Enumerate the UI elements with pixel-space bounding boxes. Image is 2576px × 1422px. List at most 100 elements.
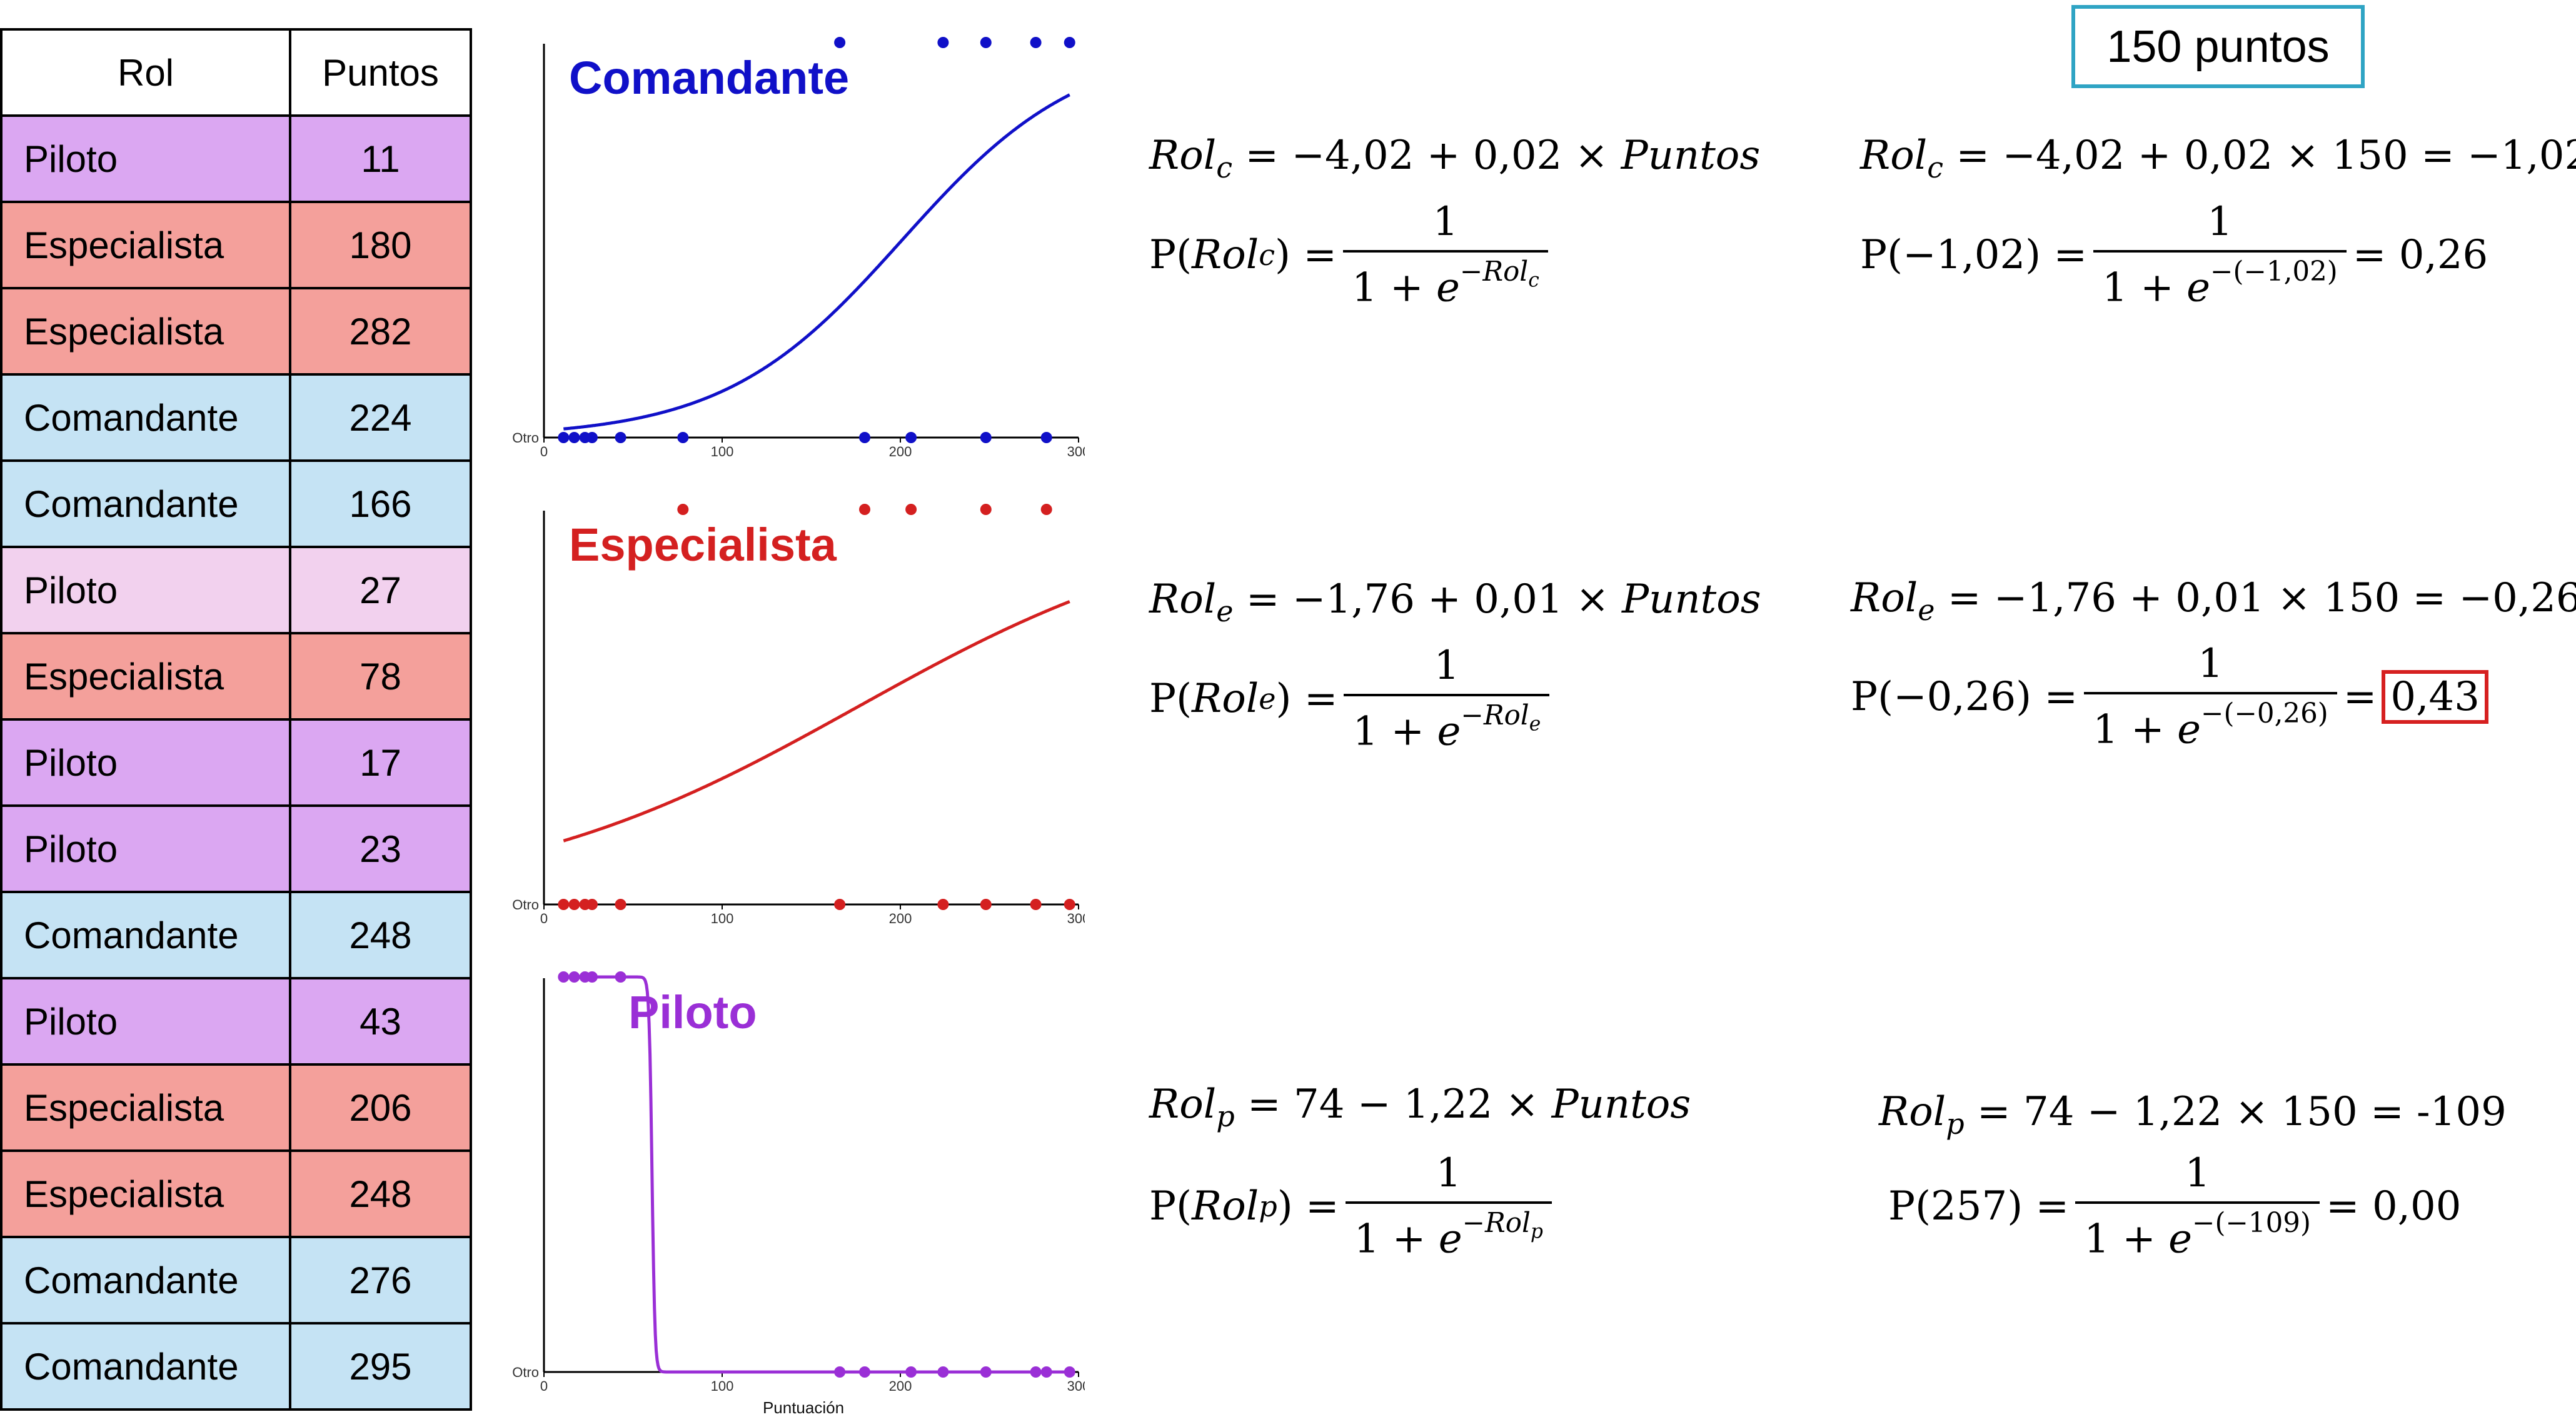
cell-puntos: 11 xyxy=(289,114,472,203)
table-row: Comandante 166 xyxy=(0,459,472,548)
data-point xyxy=(558,899,570,910)
cell-puntos: 206 xyxy=(289,1063,472,1152)
data-point xyxy=(615,971,626,983)
data-point xyxy=(568,432,580,443)
data-point xyxy=(1040,432,1052,443)
data-point xyxy=(615,899,626,910)
table-row: Especialista 206 xyxy=(0,1063,472,1152)
cell-rol: Especialista xyxy=(0,1063,291,1152)
table-row: Piloto 23 xyxy=(0,804,472,893)
table-row: Piloto 17 xyxy=(0,718,472,807)
table-row: Comandante 224 xyxy=(0,373,472,462)
calc-prob-comandante: P(−1,02) = 1 1 + e−(−1,02) = 0,26 xyxy=(1860,199,2488,311)
data-point xyxy=(1030,1366,1042,1378)
cell-rol: Comandante xyxy=(0,1322,291,1411)
model-equation-piloto: Rolp = 74 − 1,22 × Puntos xyxy=(1149,1081,1691,1133)
data-point xyxy=(586,432,598,443)
calc-prob-especialista: P(−0,26) = 1 1 + e−(−0,26) = 0,43 xyxy=(1851,641,2488,753)
x-tick-label: 0 xyxy=(540,444,548,459)
data-point xyxy=(558,432,570,443)
table-row: Piloto 11 xyxy=(0,114,472,203)
x-tick-label: 300 xyxy=(1067,1378,1085,1394)
cell-puntos: 248 xyxy=(289,891,472,979)
logistic-curve xyxy=(563,93,1070,431)
fraction: 1 1 + e−Rolp xyxy=(1345,1150,1552,1263)
data-point xyxy=(859,504,870,515)
table-row: Comandante 276 xyxy=(0,1236,472,1324)
cell-rol: Piloto xyxy=(0,114,291,203)
x-tick-label: 200 xyxy=(889,911,912,926)
calc-equation-especialista: Role = −1,76 + 0,01 × 150 = −0,26 xyxy=(1851,575,2576,627)
cell-puntos: 17 xyxy=(289,718,472,807)
cell-puntos: 282 xyxy=(289,287,472,376)
highlighted-result: 0,43 xyxy=(2382,669,2488,724)
model-equation-especialista: Role = −1,76 + 0,01 × Puntos xyxy=(1149,576,1761,628)
fraction: 1 1 + e−Rolc xyxy=(1342,199,1548,311)
data-point xyxy=(980,1366,992,1378)
prob-equation-especialista: P(Rol e) = 1 1 + e−Role xyxy=(1149,643,1556,755)
data-point xyxy=(834,37,846,48)
data-point xyxy=(859,432,870,443)
header-rol: Rol xyxy=(0,28,291,117)
data-point xyxy=(1064,899,1075,910)
cell-rol: Especialista xyxy=(0,632,291,721)
table-row: Comandante 295 xyxy=(0,1322,472,1411)
prob-equation-piloto: P(Rol p) = 1 1 + e−Rolp xyxy=(1149,1150,1558,1263)
cell-rol: Piloto xyxy=(0,546,291,634)
data-point xyxy=(937,37,949,48)
data-point xyxy=(677,432,689,443)
cell-rol: Especialista xyxy=(0,1149,291,1238)
x-axis-label: Puntuación xyxy=(763,1398,844,1417)
data-point xyxy=(1030,899,1042,910)
data-point xyxy=(558,971,570,983)
data-point xyxy=(1040,504,1052,515)
data-point xyxy=(1064,37,1075,48)
data-point xyxy=(937,899,949,910)
cell-rol: Comandante xyxy=(0,459,291,548)
cell-rol: Piloto xyxy=(0,977,291,1066)
table-row: Especialista 180 xyxy=(0,201,472,289)
x-tick-label: 0 xyxy=(540,911,548,926)
data-point xyxy=(905,504,917,515)
calc-equation-piloto: Rolp = 74 − 1,22 × 150 = -109 xyxy=(1879,1089,2507,1141)
data-point xyxy=(586,899,598,910)
cell-puntos: 248 xyxy=(289,1149,472,1238)
cell-rol: Comandante xyxy=(0,891,291,979)
cell-puntos: 23 xyxy=(289,804,472,893)
data-point xyxy=(615,432,626,443)
data-point xyxy=(937,1366,949,1378)
x-tick-label: 100 xyxy=(711,444,734,459)
cell-rol: Comandante xyxy=(0,1236,291,1324)
table-row: Piloto 27 xyxy=(0,546,472,634)
data-point xyxy=(586,971,598,983)
data-point xyxy=(980,432,992,443)
table-header-row: Rol Puntos xyxy=(0,28,472,117)
cell-puntos: 180 xyxy=(289,201,472,289)
cell-rol: Especialista xyxy=(0,201,291,289)
points-highlight-box: 150 puntos xyxy=(2071,5,2365,88)
calc-prob-piloto: P(257) = 1 1 + e−(−109) = 0,00 xyxy=(1888,1150,2462,1263)
fraction: 1 1 + e−(−109) xyxy=(2075,1150,2320,1263)
roles-table: Rol Puntos Piloto 11 Especialista 180 Especi… xyxy=(0,28,472,1411)
data-point xyxy=(1040,1366,1052,1378)
x-tick-label: 0 xyxy=(540,1378,548,1394)
data-point xyxy=(980,899,992,910)
cell-rol: Piloto xyxy=(0,804,291,893)
table-row: Especialista 248 xyxy=(0,1149,472,1238)
data-point xyxy=(568,971,580,983)
fraction: 1 1 + e−Role xyxy=(1344,643,1550,755)
y-tick-label: Otro xyxy=(512,430,539,446)
cell-puntos: 78 xyxy=(289,632,472,721)
y-tick-label: Otro xyxy=(512,897,539,913)
data-point xyxy=(834,899,846,910)
data-point xyxy=(1030,37,1042,48)
data-point xyxy=(834,1366,846,1378)
x-tick-label: 200 xyxy=(889,1378,912,1394)
data-point xyxy=(1064,1366,1075,1378)
table-row: Especialista 78 xyxy=(0,632,472,721)
chart-title: Especialista xyxy=(569,519,837,571)
logistic-curve xyxy=(563,600,1070,843)
